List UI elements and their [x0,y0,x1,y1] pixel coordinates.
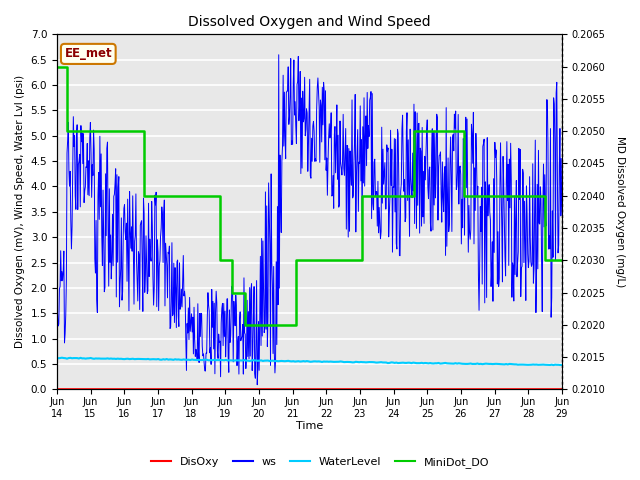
X-axis label: Time: Time [296,421,323,432]
Legend: DisOxy, ws, WaterLevel, MiniDot_DO: DisOxy, ws, WaterLevel, MiniDot_DO [147,452,493,472]
Y-axis label: MD Dissolved Oxygen (mg/L): MD Dissolved Oxygen (mg/L) [615,136,625,288]
Title: Dissolved Oxygen and Wind Speed: Dissolved Oxygen and Wind Speed [188,15,431,29]
Text: EE_met: EE_met [65,48,112,60]
Y-axis label: Dissolved Oxygen (mV), Wind Speed, Water Lvl (psi): Dissolved Oxygen (mV), Wind Speed, Water… [15,75,25,348]
